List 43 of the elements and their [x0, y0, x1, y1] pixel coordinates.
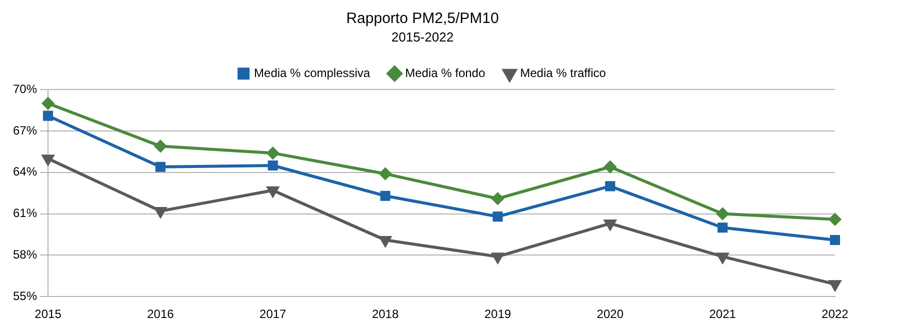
x-tick-label: 2019: [484, 307, 512, 322]
y-tick-label: 61%: [12, 206, 38, 220]
point: [42, 154, 54, 166]
x-tick-label: 2017: [260, 307, 287, 322]
point: [605, 181, 616, 192]
point: [267, 186, 279, 197]
point: [604, 219, 616, 230]
chart-subtitle: 2015-2022: [391, 29, 454, 44]
point: [604, 160, 616, 173]
x-tick-label: 2020: [596, 307, 624, 322]
point: [42, 97, 54, 110]
point: [268, 160, 278, 171]
x-tick-label: 2015: [34, 307, 62, 322]
y-tick-label: 67%: [12, 123, 38, 138]
chart-title: Rapporto PM2,5/PM10: [346, 10, 499, 28]
y-tick-label: 64%: [12, 164, 38, 179]
point: [716, 252, 728, 264]
point: [155, 162, 166, 172]
y-tick-label: 55%: [12, 288, 38, 303]
legend-label: Media % fondo: [405, 66, 486, 80]
legend-label: Media % traffico: [520, 66, 606, 80]
point: [379, 236, 392, 247]
x-tick-label: 2016: [147, 307, 174, 322]
point: [829, 213, 841, 226]
y-tick-label: 58%: [12, 248, 38, 262]
point: [716, 208, 729, 220]
y-tick-label: 70%: [12, 82, 38, 96]
point: [154, 140, 166, 152]
x-tick-label: 2022: [822, 307, 849, 322]
point: [492, 252, 504, 264]
point: [718, 222, 728, 233]
x-tick-label: 2018: [372, 307, 399, 322]
legend-label: Media % complessiva: [254, 66, 370, 80]
x-tick-label: 2021: [709, 307, 736, 322]
point: [829, 280, 841, 291]
point: [492, 192, 504, 205]
point: [154, 207, 166, 218]
point: [830, 234, 840, 246]
point: [266, 147, 279, 160]
point: [42, 110, 54, 121]
point: [380, 190, 390, 201]
point: [379, 168, 392, 180]
point: [492, 212, 503, 222]
